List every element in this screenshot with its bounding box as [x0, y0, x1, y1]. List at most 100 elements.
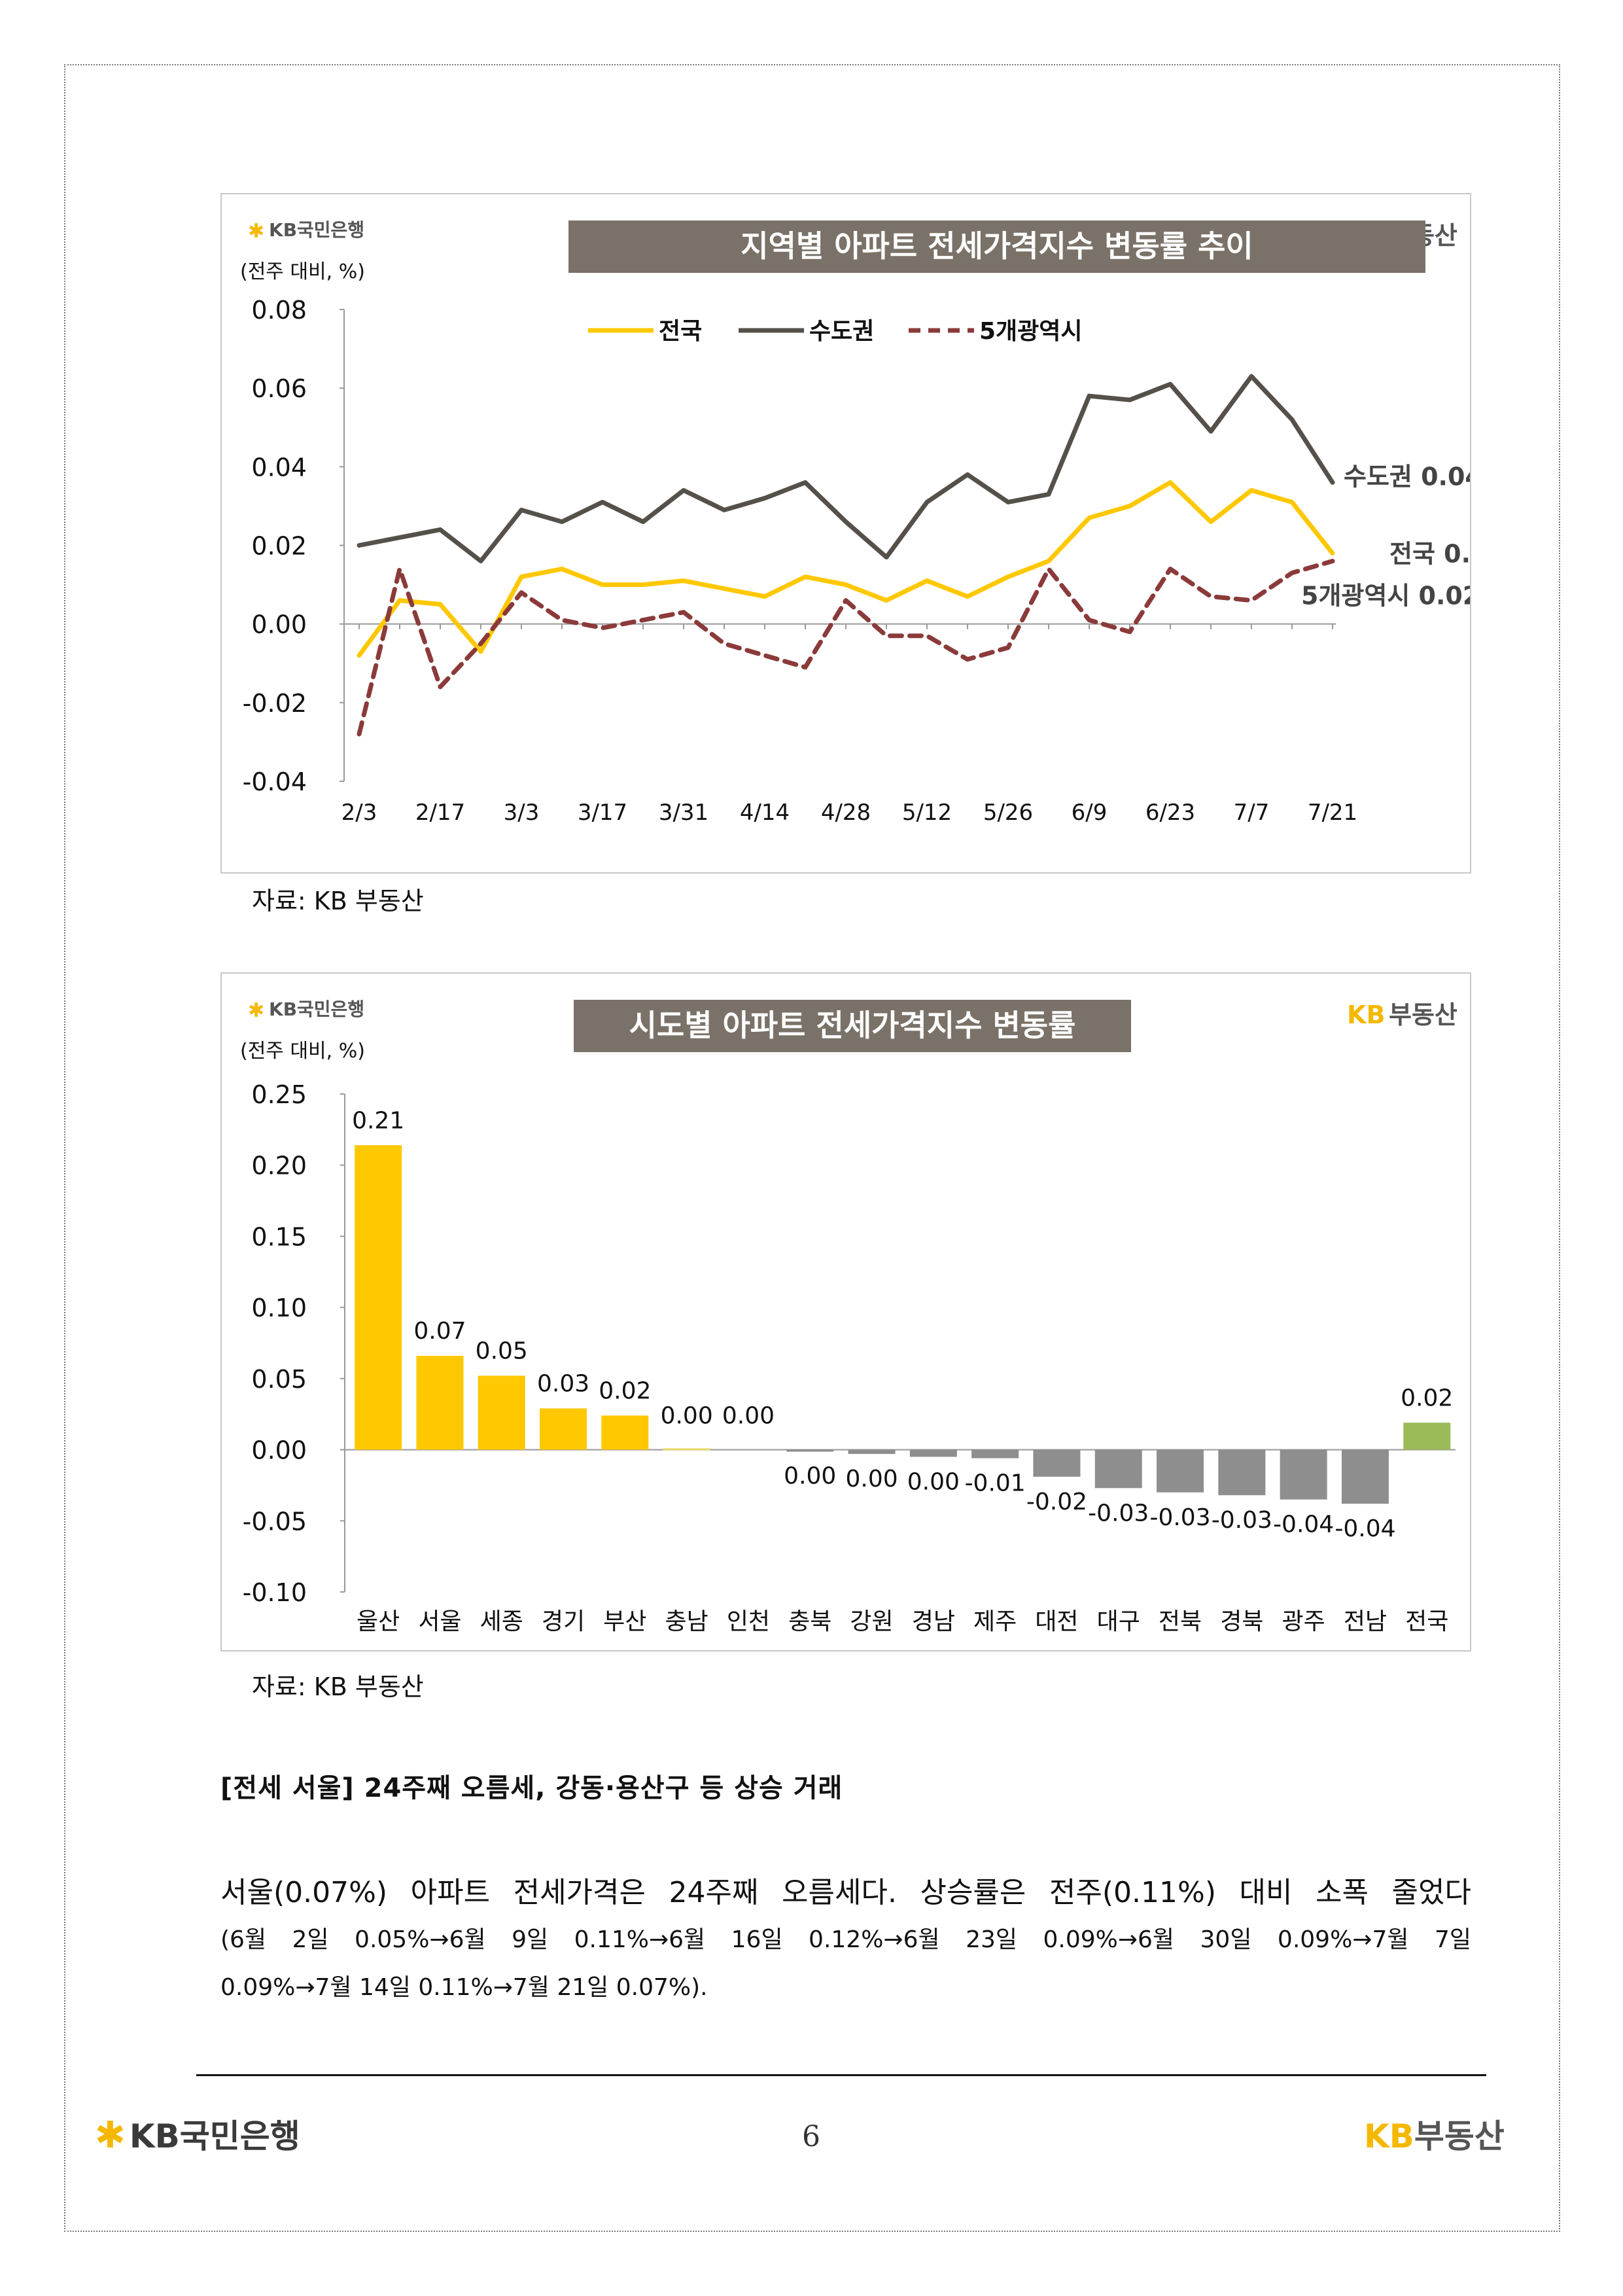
kb-star-icon: ✱ [95, 2114, 126, 2157]
value-label: 0.00 [722, 1403, 775, 1430]
bar-경북 [1218, 1449, 1266, 1496]
bar-충남 [663, 1448, 710, 1451]
legend-label: 수도권 [809, 318, 874, 345]
footer-divider [196, 2074, 1486, 2076]
y-tick-label: -0.02 [243, 689, 307, 718]
series-line-1 [357, 374, 1335, 564]
value-label: -0.03 [1212, 1507, 1272, 1534]
value-label: -0.03 [1088, 1500, 1149, 1527]
value-label: 0.07 [413, 1318, 466, 1345]
footer-kb-realestate-logo: KB부동산 [1364, 2110, 1505, 2157]
brand-right-kb: KB [1347, 1000, 1385, 1029]
value-label: -0.02 [1026, 1489, 1087, 1515]
line-chart-frame: ✱KB국민은행KB부동산지역별 아파트 전세가격지수 변동률 추이(전주 대비,… [220, 193, 1471, 874]
category-label: 부산 [603, 1608, 646, 1635]
value-label: -0.04 [1273, 1511, 1334, 1538]
bar-대구 [1094, 1449, 1142, 1489]
paragraph-line-3: 0.09%→7월 14일 0.11%→7월 21일 0.07%). [220, 1974, 708, 2001]
brand-star-icon: ✱ [248, 999, 264, 1022]
value-label: -0.03 [1149, 1504, 1210, 1531]
category-label: 강원 [850, 1608, 893, 1635]
series-end-label: 전국 0.02 [1389, 540, 1470, 569]
footer-left-logo-text: KB국민은행 [129, 2117, 300, 2155]
bar-세종 [478, 1375, 525, 1450]
x-tick-label: 2/3 [341, 800, 377, 826]
y-tick-label: 0.00 [251, 610, 307, 639]
category-label: 경남 [912, 1608, 955, 1635]
y-tick-label: -0.10 [243, 1578, 307, 1607]
y-axis-unit-label: (전주 대비, %) [240, 260, 365, 283]
bar-서울 [416, 1356, 464, 1450]
chart2-source: 자료: KB 부동산 [252, 1672, 424, 1701]
value-label: -0.01 [965, 1470, 1026, 1497]
page-border [64, 64, 1560, 2232]
x-tick-label: 3/3 [504, 800, 540, 826]
value-label: 0.00 [784, 1463, 836, 1490]
y-tick-label: 0.10 [251, 1294, 307, 1322]
value-label: 0.02 [599, 1377, 651, 1404]
chart1-source: 자료: KB 부동산 [252, 887, 424, 915]
bar-울산 [355, 1145, 402, 1450]
footer-kb-bank-logo: ✱ KB국민은행 [95, 2110, 300, 2157]
series-line-2 [357, 559, 1335, 737]
x-tick-label: 3/17 [578, 800, 627, 826]
category-label: 전국 [1405, 1608, 1448, 1635]
chart-title-box [574, 1000, 1131, 1052]
bar-전북 [1157, 1449, 1204, 1492]
category-label: 대구 [1097, 1608, 1140, 1635]
bar-대전 [1033, 1449, 1081, 1477]
y-tick-label: 0.02 [251, 532, 307, 561]
page-number: 6 [802, 2120, 820, 2153]
legend-label: 5개광역시 [979, 318, 1083, 345]
value-label: 0.21 [352, 1107, 404, 1134]
value-label: 0.00 [845, 1466, 898, 1492]
bar-전국 [1403, 1422, 1451, 1450]
bar-광주 [1280, 1449, 1327, 1500]
line-chart: ✱KB국민은행KB부동산지역별 아파트 전세가격지수 변동률 추이(전주 대비,… [240, 219, 1470, 826]
x-tick-label: 7/7 [1234, 800, 1270, 826]
bar-경남 [909, 1449, 957, 1457]
bar-부산 [601, 1415, 649, 1450]
category-label: 충북 [788, 1608, 831, 1635]
brand-right-text: 부동산 [1389, 1000, 1457, 1029]
value-label: -0.04 [1335, 1515, 1395, 1542]
x-tick-label: 3/31 [659, 800, 708, 826]
category-label: 인천 [727, 1608, 770, 1635]
x-tick-label: 5/26 [983, 800, 1033, 826]
y-tick-label: 0.04 [251, 453, 307, 482]
bar-강원 [848, 1449, 896, 1455]
bar-chart-frame: ✱ KB국민은행 KB 부동산 시도별 아파트 전세가격지수 변동률 (전주 대비, %)… [220, 972, 1471, 1651]
category-label: 전남 [1344, 1608, 1387, 1635]
x-tick-label: 2/17 [415, 800, 465, 826]
x-tick-label: 5/12 [902, 800, 952, 826]
chart-title-box [568, 221, 1425, 273]
paragraph-line-1: 서울(0.07%) 아파트 전세가격은 24주째 오름세다. 상승률은 전주(0… [220, 1876, 1471, 1909]
category-label: 전북 [1159, 1608, 1202, 1635]
y-axis-unit-label: (전주 대비, %) [240, 1040, 365, 1063]
y-tick-label: 0.06 [251, 374, 307, 403]
category-label: 경기 [542, 1608, 585, 1635]
chart-title: 지역별 아파트 전세가격지수 변동률 추이 [741, 228, 1253, 264]
chart-title: 시도별 아파트 전세가격지수 변동률 [629, 1008, 1076, 1043]
footer-right-logo-kb: KB [1364, 2117, 1414, 2155]
x-tick-label: 4/14 [740, 800, 790, 826]
y-tick-label: 0.20 [251, 1152, 307, 1180]
x-tick-label: 6/9 [1072, 800, 1108, 826]
y-tick-label: -0.04 [243, 768, 307, 796]
section-heading: [전세 서울] 24주째 오름세, 강동·용산구 등 상승 거래 [220, 1773, 843, 1803]
value-label: 0.00 [907, 1468, 960, 1495]
y-tick-label: 0.25 [251, 1080, 307, 1109]
y-tick-label: 0.05 [251, 1365, 307, 1394]
y-tick-label: -0.05 [243, 1507, 307, 1536]
brand-left-label: KB국민은행 [269, 219, 364, 241]
value-label: 0.00 [661, 1403, 713, 1430]
bar-경기 [540, 1408, 587, 1450]
bar-전남 [1341, 1449, 1389, 1504]
series-end-label: 수도권 0.04 [1344, 462, 1470, 491]
series-line-0 [357, 480, 1335, 658]
x-tick-label: 4/28 [821, 800, 871, 826]
category-label: 서울 [418, 1608, 461, 1635]
category-label: 제주 [973, 1608, 1017, 1635]
category-label: 충남 [665, 1608, 708, 1635]
bar-chart: ✱ KB국민은행 KB 부동산 시도별 아파트 전세가격지수 변동률 (전주 대비, %)… [240, 998, 1457, 1635]
